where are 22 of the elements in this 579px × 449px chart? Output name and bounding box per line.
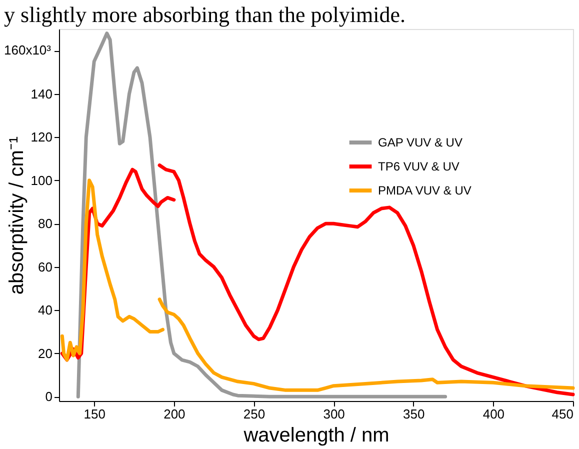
y-tick-label: 60 xyxy=(38,259,52,274)
y-tick-label: 120 xyxy=(30,130,52,145)
legend-label: TP6 VUV & UV xyxy=(378,160,460,174)
y-tick-label: 80 xyxy=(38,216,52,232)
y-axis-title: absorptivity / cm⁻¹ xyxy=(6,136,28,295)
x-tick-label: 200 xyxy=(164,406,186,422)
text: y slightly more absorbing than the polyimide. xyxy=(4,2,406,27)
y-tick-label: 0 xyxy=(45,389,52,404)
x-tick-label: 150 xyxy=(84,406,106,422)
x-tick-label: 300 xyxy=(323,406,345,422)
y-tick-label: 140 xyxy=(30,86,52,102)
x-tick-label: 450 xyxy=(552,406,574,422)
legend-label: GAP VUV & UV xyxy=(378,136,462,150)
legend-label: PMDA VUV & UV xyxy=(378,184,472,198)
x-tick-label: 250 xyxy=(243,406,266,422)
x-axis-title: wavelength / nm xyxy=(242,424,390,446)
text: 160x10³ xyxy=(4,42,52,58)
y-tick-label: 20 xyxy=(38,346,52,361)
y-tick-label: 40 xyxy=(38,302,52,318)
x-tick-label: 400 xyxy=(482,406,505,422)
y-tick-label: 100 xyxy=(30,172,52,188)
x-tick-label: 350 xyxy=(403,406,425,422)
